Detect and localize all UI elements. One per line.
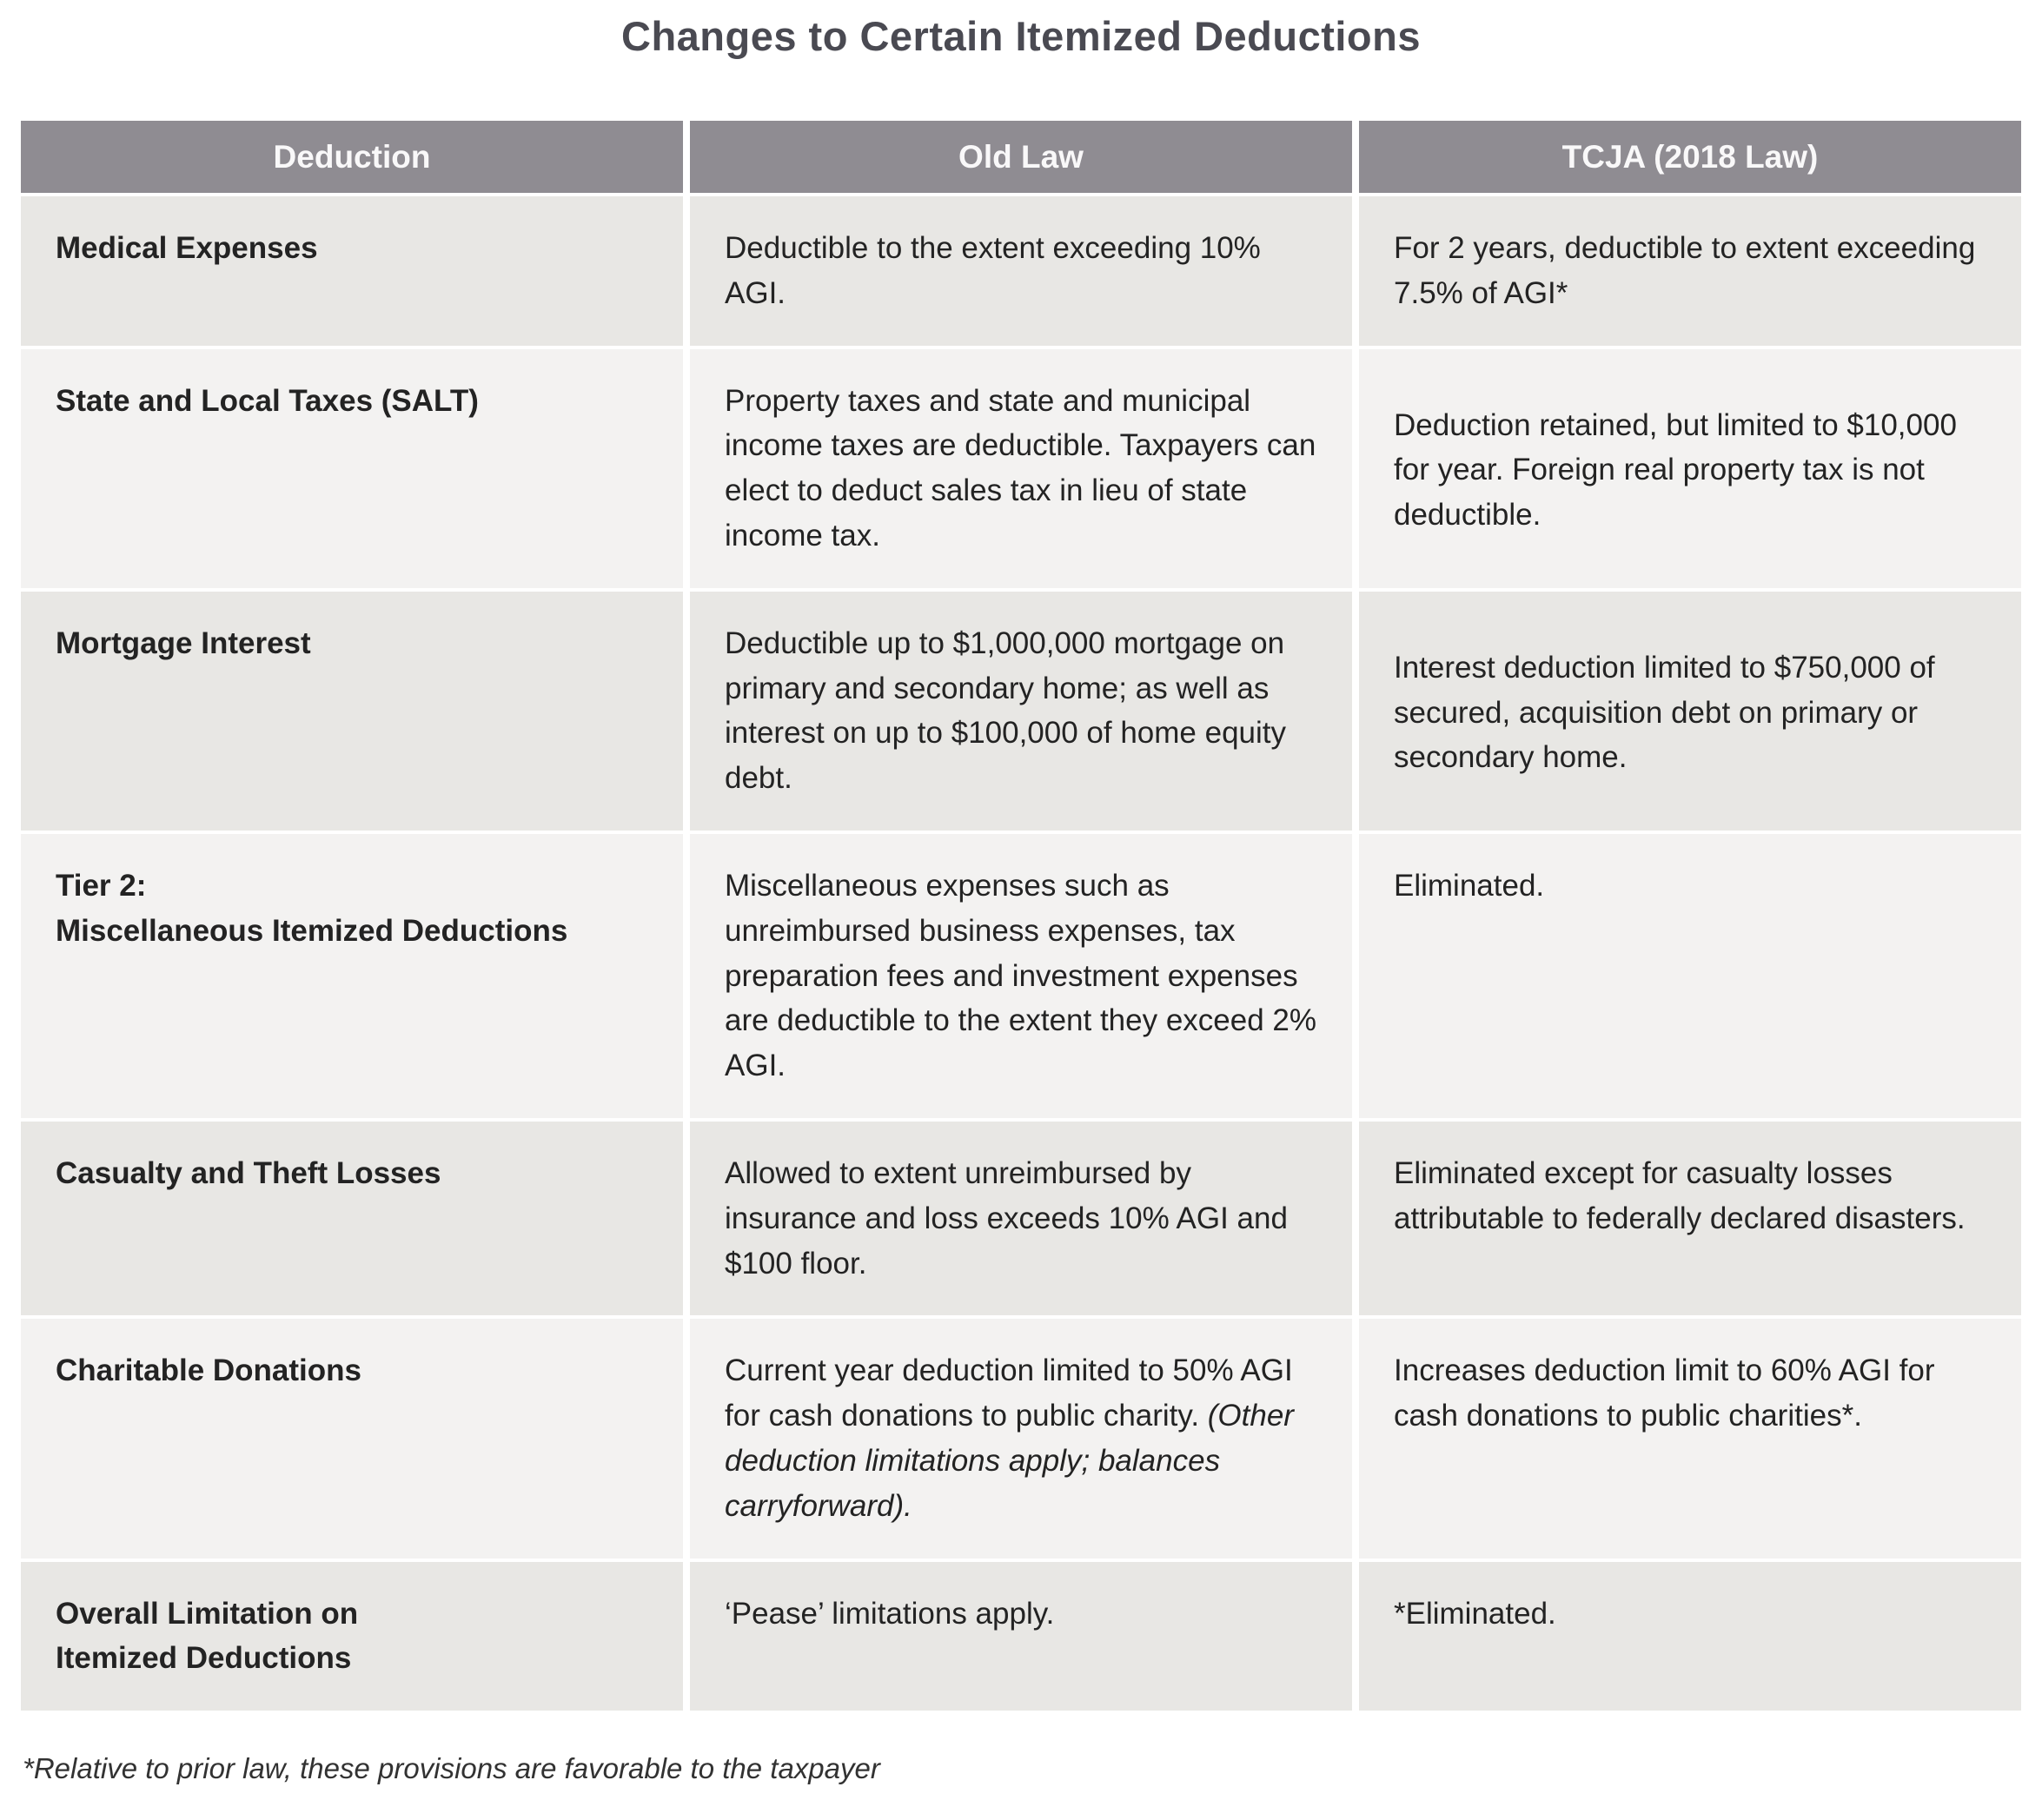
old-law-text: Current year deduction limited to 50% AG… (725, 1353, 1293, 1433)
table-row-salt: State and Local Taxes (SALT) Property ta… (21, 348, 2021, 588)
table-row-overall-limitation: Overall Limitation on Itemized Deduction… (21, 1561, 2021, 1711)
deduction-name: Mortgage Interest (21, 591, 683, 831)
deduction-name: State and Local Taxes (SALT) (21, 348, 683, 588)
old-law-cell: Deductible to the extent exceeding 10% A… (690, 196, 1352, 346)
tcja-cell: Eliminated except for casualty losses at… (1359, 1121, 2021, 1316)
column-header-old-law: Old Law (690, 121, 1352, 193)
tcja-cell: Deduction retained, but limited to $10,0… (1359, 348, 2021, 588)
table-body: Medical Expenses Deductible to the exten… (21, 196, 2021, 1711)
column-header-deduction: Deduction (21, 121, 683, 193)
old-law-italic-note: (Other deduction limitations apply; bala… (725, 1399, 1294, 1523)
column-header-tcja: TCJA (2018 Law) (1359, 121, 2021, 193)
header-row: Deduction Old Law TCJA (2018 Law) (21, 121, 2021, 193)
footnote: *Relative to prior law, these provisions… (23, 1752, 880, 1785)
old-law-cell: Miscellaneous expenses such as unreimbur… (690, 833, 1352, 1118)
tcja-cell: Increases deduction limit to 60% AGI for… (1359, 1319, 2021, 1559)
deduction-name: Casualty and Theft Losses (21, 1121, 683, 1316)
itemized-deductions-table: Deduction Old Law TCJA (2018 Law) Medica… (14, 117, 2028, 1714)
tcja-cell: Eliminated. (1359, 833, 2021, 1118)
table-row-mortgage-interest: Mortgage Interest Deductible up to $1,00… (21, 591, 2021, 831)
old-law-cell: Allowed to extent unreimbursed by insura… (690, 1121, 1352, 1316)
tcja-cell: For 2 years, deductible to extent exceed… (1359, 196, 2021, 346)
page-title: Changes to Certain Itemized Deductions (621, 13, 1421, 59)
old-law-cell: Deductible up to $1,000,000 mortgage on … (690, 591, 1352, 831)
tcja-cell: Interest deduction limited to $750,000 o… (1359, 591, 2021, 831)
table-row-medical-expenses: Medical Expenses Deductible to the exten… (21, 196, 2021, 346)
deduction-name: Overall Limitation on Itemized Deduction… (21, 1561, 683, 1711)
table-row-charitable-donations: Charitable Donations Current year deduct… (21, 1319, 2021, 1559)
deduction-name: Tier 2: Miscellaneous Itemized Deduction… (21, 833, 683, 1118)
deduction-name: Charitable Donations (21, 1319, 683, 1559)
old-law-cell: Current year deduction limited to 50% AG… (690, 1319, 1352, 1559)
table-row-tier2-misc-itemized: Tier 2: Miscellaneous Itemized Deduction… (21, 833, 2021, 1118)
table-row-casualty-theft-losses: Casualty and Theft Losses Allowed to ext… (21, 1121, 2021, 1316)
tcja-cell: *Eliminated. (1359, 1561, 2021, 1711)
table-header: Deduction Old Law TCJA (2018 Law) (21, 121, 2021, 193)
old-law-cell: ‘Pease’ limitations apply. (690, 1561, 1352, 1711)
deduction-name: Medical Expenses (21, 196, 683, 346)
old-law-cell: Property taxes and state and municipal i… (690, 348, 1352, 588)
